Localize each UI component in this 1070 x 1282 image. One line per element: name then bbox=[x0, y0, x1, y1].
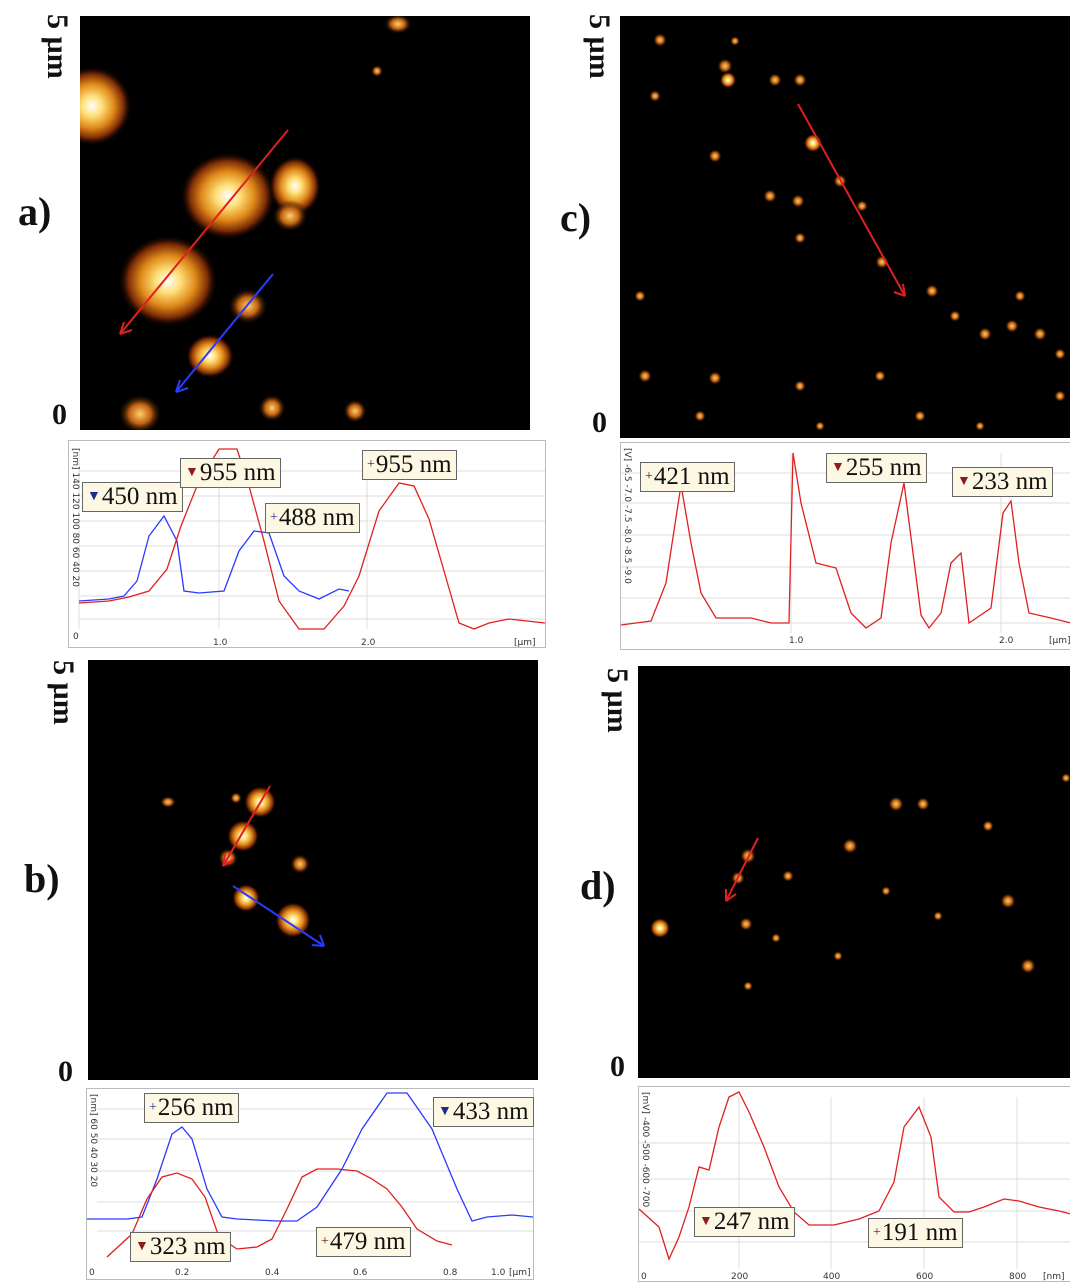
yaxis-b: [nm] 60 50 40 30 20 bbox=[88, 1094, 98, 1188]
svg-text:0.8: 0.8 bbox=[443, 1268, 458, 1278]
svg-text:1.0: 1.0 bbox=[213, 638, 228, 647]
panel-a-zero: 0 bbox=[52, 398, 67, 431]
afm-image-b bbox=[88, 660, 538, 1080]
panel-b-scale: 5 µm bbox=[47, 660, 80, 725]
label-b-1: +256 nm bbox=[144, 1093, 239, 1123]
svg-text:0: 0 bbox=[89, 1268, 95, 1278]
svg-text:0.6: 0.6 bbox=[353, 1268, 368, 1278]
svg-text:0.4: 0.4 bbox=[265, 1268, 280, 1278]
panel-c-zero: 0 bbox=[592, 406, 607, 439]
svg-text:0: 0 bbox=[641, 1272, 647, 1281]
afm-image-d bbox=[638, 666, 1070, 1078]
label-b-3: ▼323 nm bbox=[130, 1232, 231, 1262]
svg-text:[µm]: [µm] bbox=[509, 1268, 531, 1278]
yaxis-c: [V] -6.5 -7.0 -7.5 -8.0 -8.5 -9.0 bbox=[622, 448, 632, 584]
svg-text:[nm]: [nm] bbox=[1043, 1272, 1065, 1281]
panel-d-letter: d) bbox=[580, 863, 616, 908]
svg-text:0: 0 bbox=[73, 632, 79, 642]
label-a-2: ▼955 nm bbox=[180, 458, 281, 488]
panel-a-letter: a) bbox=[18, 189, 52, 234]
svg-text:600: 600 bbox=[916, 1272, 933, 1281]
panel-d-scale: 5 µm bbox=[601, 668, 634, 733]
svg-text:[µm]: [µm] bbox=[1049, 636, 1070, 646]
afm-image-c bbox=[620, 16, 1070, 438]
svg-text:1.0: 1.0 bbox=[789, 636, 804, 646]
label-d-1: ▼247 nm bbox=[694, 1207, 795, 1237]
yaxis-a: [nm] 140 120 100 80 60 40 20 bbox=[70, 448, 80, 587]
label-a-3: +488 nm bbox=[265, 503, 360, 533]
label-c-1: +421 nm bbox=[640, 462, 735, 492]
svg-text:1.0: 1.0 bbox=[491, 1268, 506, 1278]
label-a-4: +955 nm bbox=[362, 450, 457, 480]
label-b-4: +479 nm bbox=[316, 1227, 411, 1257]
label-d-2: +191 nm bbox=[868, 1218, 963, 1248]
label-c-3: ▼233 nm bbox=[952, 467, 1053, 497]
svg-text:400: 400 bbox=[823, 1272, 840, 1281]
panel-a-scale: 5 µm bbox=[41, 14, 74, 79]
svg-text:0.2: 0.2 bbox=[175, 1268, 189, 1278]
afm-image-a bbox=[80, 16, 530, 430]
panel-b-zero: 0 bbox=[58, 1055, 73, 1088]
label-a-1: ▼450 nm bbox=[82, 482, 183, 512]
svg-text:200: 200 bbox=[731, 1272, 748, 1281]
panel-b-letter: b) bbox=[24, 856, 60, 901]
label-b-2: ▼433 nm bbox=[433, 1097, 534, 1127]
profile-plot-a: 0 1.0 2.0 [µm] bbox=[68, 440, 546, 648]
svg-text:800: 800 bbox=[1009, 1272, 1026, 1281]
svg-text:[µm]: [µm] bbox=[514, 638, 536, 647]
panel-d-zero: 0 bbox=[610, 1050, 625, 1083]
svg-text:2.0: 2.0 bbox=[999, 636, 1014, 646]
label-c-2: ▼255 nm bbox=[826, 453, 927, 483]
svg-text:2.0: 2.0 bbox=[361, 638, 376, 647]
profile-plot-d: 0 200 400 600 800 [nm] bbox=[638, 1086, 1070, 1282]
panel-c-scale: 5 µm bbox=[583, 14, 616, 79]
panel-c-letter: c) bbox=[560, 195, 592, 240]
yaxis-d: [mV] -400 -500 -600 -700 bbox=[640, 1092, 650, 1208]
